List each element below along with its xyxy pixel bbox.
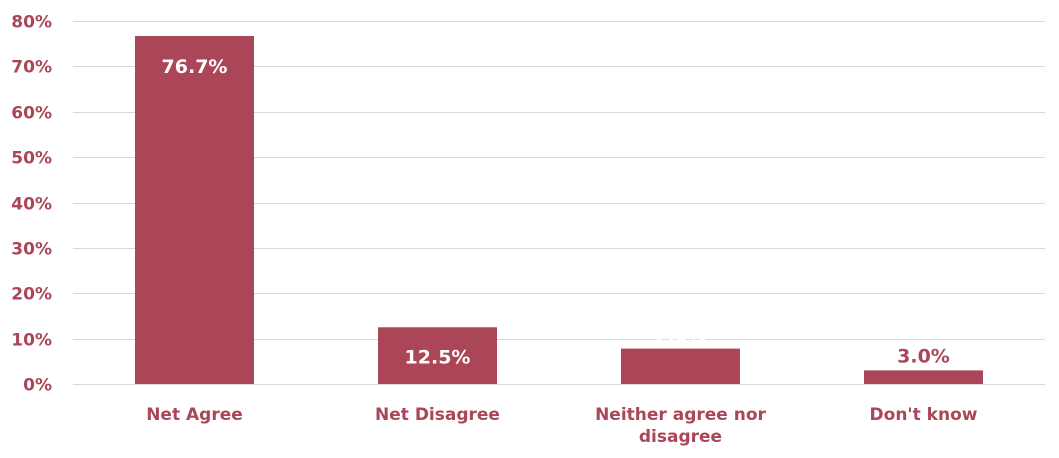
y-axis-ticks: 0% 10% 20% 30% 40% 50% 60% 70% 80% xyxy=(11,13,52,396)
category-label: Net Agree xyxy=(146,405,243,425)
data-label: 7.8% xyxy=(654,324,707,346)
y-tick-label: 30% xyxy=(11,240,52,260)
data-label: 12.5% xyxy=(405,346,471,368)
bar xyxy=(135,35,254,384)
y-tick-label: 40% xyxy=(11,195,52,215)
bar xyxy=(378,327,497,384)
y-tick-label: 50% xyxy=(11,149,52,169)
bar xyxy=(864,370,983,384)
y-tick-label: 20% xyxy=(11,285,52,305)
bar xyxy=(621,348,740,384)
x-axis-categories: Net Agree Net Disagree Neither agree nordi… xyxy=(146,405,978,447)
category-label: Net Disagree xyxy=(375,405,500,425)
y-tick-label: 60% xyxy=(11,104,52,124)
bars xyxy=(135,35,983,384)
category-label: Don't know xyxy=(870,405,978,425)
data-label: 76.7% xyxy=(162,56,228,78)
category-label: Neither agree nor xyxy=(595,405,766,425)
category-label: disagree xyxy=(639,427,722,447)
data-labels: 76.7% 12.5% 7.8% 3.0% xyxy=(162,56,950,368)
data-label: 3.0% xyxy=(897,345,950,367)
y-tick-label: 70% xyxy=(11,58,52,78)
y-tick-label: 0% xyxy=(23,376,52,396)
y-tick-label: 10% xyxy=(11,331,52,351)
y-tick-label: 80% xyxy=(11,13,52,33)
